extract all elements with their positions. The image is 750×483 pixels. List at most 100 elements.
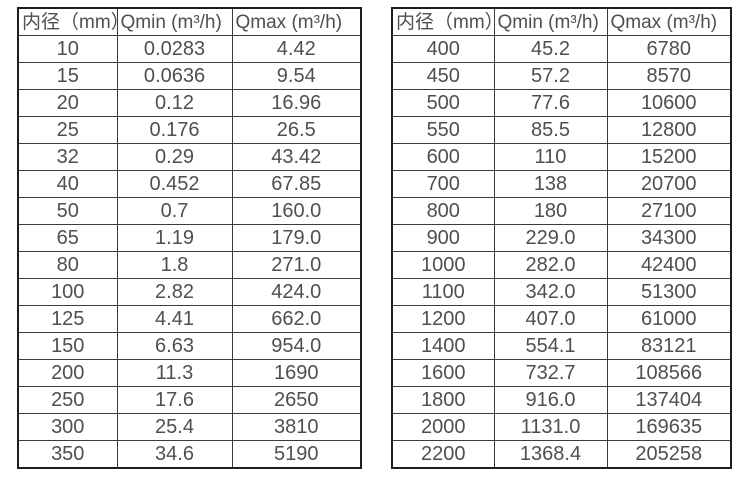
table-cell: 1200 <box>391 305 495 333</box>
table-row: 700 138 20700 <box>391 170 732 198</box>
header-qmin: Qmin (m³/h) <box>116 7 233 36</box>
diameter-flow-table-large: 内径（mm） Qmin (m³/h) Qmax (m³/h) 400 45.2 67… <box>391 7 732 469</box>
table-cell: 424.0 <box>231 278 362 306</box>
table-cell: 100 <box>17 278 118 306</box>
table-cell: 1368.4 <box>493 440 608 469</box>
table-cell: 282.0 <box>493 251 608 279</box>
table-cell: 51300 <box>606 278 732 306</box>
table-cell: 1000 <box>391 251 495 279</box>
header-inner-diameter: 内径（mm） <box>391 7 495 36</box>
header-qmax: Qmax (m³/h) <box>606 7 732 36</box>
table-cell: 0.176 <box>116 116 233 144</box>
table-cell: 85.5 <box>493 116 608 144</box>
table-row: 20 0.12 16.96 <box>17 89 362 117</box>
table-cell: 34300 <box>606 224 732 252</box>
table-cell: 42400 <box>606 251 732 279</box>
table-cell: 180 <box>493 197 608 225</box>
table-header-row: 内径（mm） Qmin (m³/h) Qmax (m³/h) <box>17 7 362 36</box>
table-cell: 15200 <box>606 143 732 171</box>
table-row: 65 1.19 179.0 <box>17 224 362 252</box>
table-row: 550 85.5 12800 <box>391 116 732 144</box>
header-qmax: Qmax (m³/h) <box>231 7 362 36</box>
table-row: 2000 1131.0 169635 <box>391 413 732 441</box>
table-cell: 65 <box>17 224 118 252</box>
table-row: 1200 407.0 61000 <box>391 305 732 333</box>
table-cell: 2.82 <box>116 278 233 306</box>
table-cell: 732.7 <box>493 359 608 387</box>
table-cell: 0.0283 <box>116 35 233 63</box>
table-cell: 11.3 <box>116 359 233 387</box>
header-inner-diameter: 内径（mm） <box>17 7 118 36</box>
table-cell: 0.7 <box>116 197 233 225</box>
table-cell: 271.0 <box>231 251 362 279</box>
table-cell: 137404 <box>606 386 732 414</box>
table-cell: 0.29 <box>116 143 233 171</box>
table-cell: 61000 <box>606 305 732 333</box>
table-cell: 108566 <box>606 359 732 387</box>
table-cell: 25.4 <box>116 413 233 441</box>
table-cell: 1.19 <box>116 224 233 252</box>
table-cell: 138 <box>493 170 608 198</box>
table-cell: 1690 <box>231 359 362 387</box>
table-cell: 1100 <box>391 278 495 306</box>
table-cell: 45.2 <box>493 35 608 63</box>
table-cell: 16.96 <box>231 89 362 117</box>
table-cell: 150 <box>17 332 118 360</box>
table-row: 1100 342.0 51300 <box>391 278 732 306</box>
table-cell: 10 <box>17 35 118 63</box>
table-cell: 20700 <box>606 170 732 198</box>
table-cell: 57.2 <box>493 62 608 90</box>
table-cell: 4.41 <box>116 305 233 333</box>
table-cell: 125 <box>17 305 118 333</box>
table-row: 500 77.6 10600 <box>391 89 732 117</box>
table-row: 15 0.0636 9.54 <box>17 62 362 90</box>
table-row: 50 0.7 160.0 <box>17 197 362 225</box>
table-cell: 6.63 <box>116 332 233 360</box>
table-cell: 1.8 <box>116 251 233 279</box>
table-cell: 407.0 <box>493 305 608 333</box>
table-cell: 300 <box>17 413 118 441</box>
table-cell: 179.0 <box>231 224 362 252</box>
table-cell: 200 <box>17 359 118 387</box>
table-row: 450 57.2 8570 <box>391 62 732 90</box>
table-cell: 3810 <box>231 413 362 441</box>
table-row: 40 0.452 67.85 <box>17 170 362 198</box>
table-row: 80 1.8 271.0 <box>17 251 362 279</box>
table-row: 10 0.0283 4.42 <box>17 35 362 63</box>
table-row: 25 0.176 26.5 <box>17 116 362 144</box>
table-cell: 9.54 <box>231 62 362 90</box>
table-cell: 80 <box>17 251 118 279</box>
table-cell: 954.0 <box>231 332 362 360</box>
table-cell: 1131.0 <box>493 413 608 441</box>
table-cell: 550 <box>391 116 495 144</box>
table-cell: 662.0 <box>231 305 362 333</box>
table-cell: 600 <box>391 143 495 171</box>
table-row: 1000 282.0 42400 <box>391 251 732 279</box>
table-cell: 27100 <box>606 197 732 225</box>
table-row: 600 110 15200 <box>391 143 732 171</box>
table-row: 2200 1368.4 205258 <box>391 440 732 469</box>
table-cell: 32 <box>17 143 118 171</box>
table-cell: 43.42 <box>231 143 362 171</box>
table-cell: 160.0 <box>231 197 362 225</box>
table-cell: 20 <box>17 89 118 117</box>
table-cell: 10600 <box>606 89 732 117</box>
table-cell: 0.452 <box>116 170 233 198</box>
header-qmin: Qmin (m³/h) <box>493 7 608 36</box>
table-row: 200 11.3 1690 <box>17 359 362 387</box>
table-cell: 67.85 <box>231 170 362 198</box>
table-cell: 916.0 <box>493 386 608 414</box>
table-row: 800 180 27100 <box>391 197 732 225</box>
table-cell: 205258 <box>606 440 732 469</box>
table-cell: 450 <box>391 62 495 90</box>
table-cell: 169635 <box>606 413 732 441</box>
table-row: 100 2.82 424.0 <box>17 278 362 306</box>
table-cell: 0.12 <box>116 89 233 117</box>
table-cell: 8570 <box>606 62 732 90</box>
table-cell: 554.1 <box>493 332 608 360</box>
table-row: 125 4.41 662.0 <box>17 305 362 333</box>
table-cell: 83121 <box>606 332 732 360</box>
table-row: 400 45.2 6780 <box>391 35 732 63</box>
table-cell: 4.42 <box>231 35 362 63</box>
